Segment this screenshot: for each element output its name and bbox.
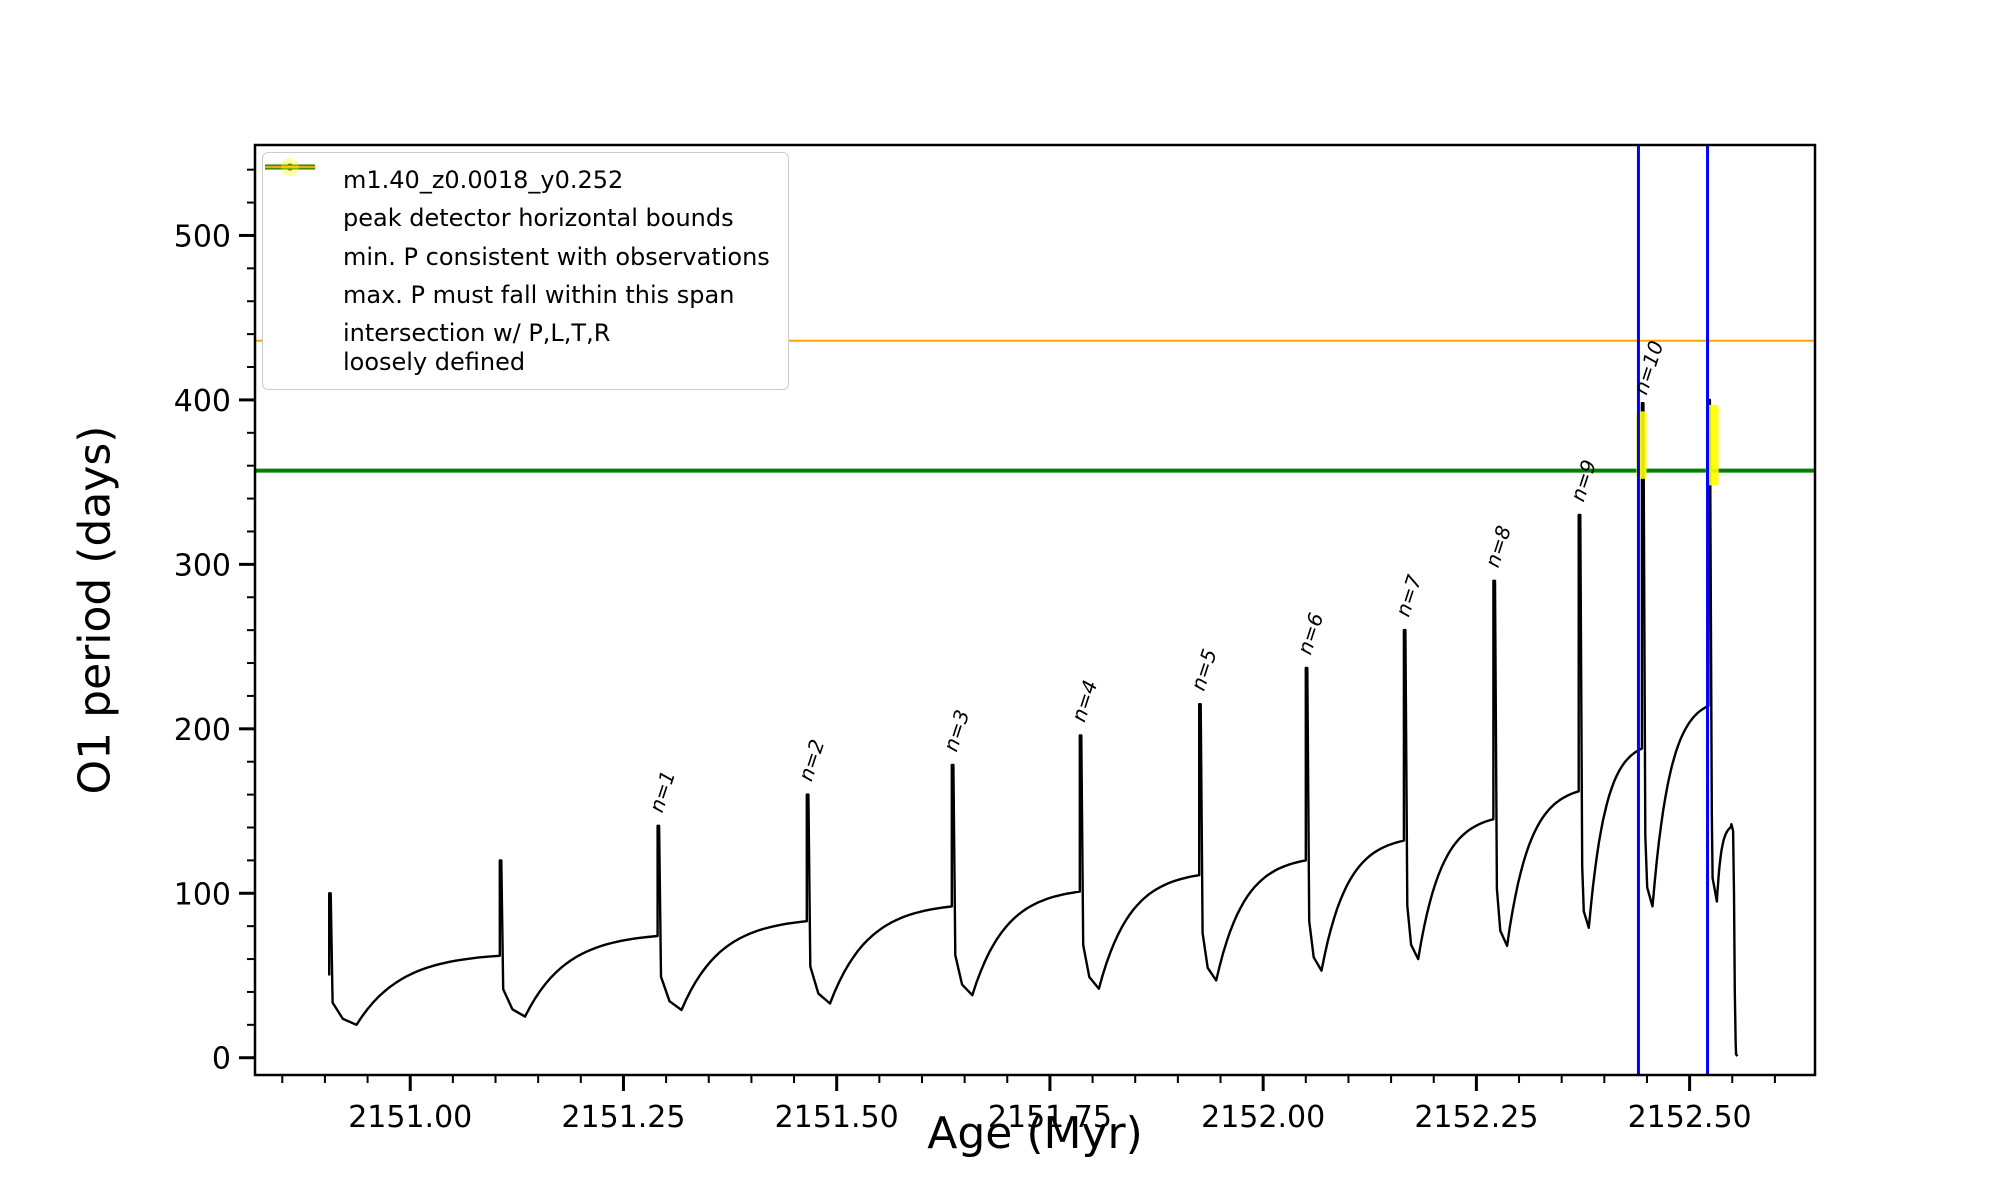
legend-label: m1.40_z0.0018_y0.252 — [343, 166, 624, 194]
legend-label: peak detector horizontal bounds — [343, 204, 734, 233]
x-tick-label: 2151.00 — [348, 1100, 472, 1135]
y-tick-label: 500 — [174, 219, 231, 254]
y-tick-label: 400 — [174, 384, 231, 419]
legend-item: max. P must fall within this span — [265, 165, 770, 314]
peak-annotation: n=2 — [793, 736, 829, 784]
x-tick-label: 2152.25 — [1414, 1100, 1538, 1135]
peak-annotation: n=8 — [1480, 523, 1516, 571]
legend-label: intersection w/ P,L,T,R loosely defined — [343, 319, 611, 376]
axes-spines — [253, 143, 1817, 1077]
x-tick-label: 2152.00 — [1201, 1100, 1325, 1135]
peak-annotation: n=5 — [1186, 646, 1222, 694]
x-tick-label: 2151.50 — [775, 1100, 899, 1135]
legend-item: min. P consistent with observations — [265, 164, 770, 276]
peak-annotation: n=10 — [1628, 338, 1668, 398]
x-tick-label: 2152.50 — [1628, 1100, 1752, 1135]
x-tick-label: 2151.75 — [988, 1100, 1112, 1135]
legend-item: peak detector horizontal bounds — [265, 164, 770, 237]
y-tick-label: 200 — [174, 713, 231, 748]
peak-annotation: n=6 — [1292, 610, 1328, 658]
y-tick-label: 0 — [212, 1042, 231, 1077]
legend-item: m1.40_z0.0018_y0.252 — [265, 161, 770, 199]
y-tick-label: 300 — [174, 548, 231, 583]
peak-annotation: n=7 — [1391, 572, 1427, 620]
y-tick-label: 100 — [174, 877, 231, 912]
peak-annotation: n=9 — [1565, 457, 1601, 505]
x-tick-label: 2151.25 — [561, 1100, 685, 1135]
peak-annotation: n=3 — [938, 707, 974, 755]
legend-item: intersection w/ P,L,T,R loosely defined — [275, 158, 770, 381]
legend-label: min. P consistent with observations — [343, 242, 770, 271]
peak-annotation: n=1 — [644, 768, 680, 816]
x-axis-label: Age (Myr) — [927, 1108, 1143, 1159]
series-line — [328, 398, 1739, 1057]
peak-annotation: n=4 — [1066, 677, 1102, 725]
legend-label: max. P must fall within this span — [343, 280, 735, 309]
y-axis-label: O1 period (days) — [69, 425, 121, 795]
